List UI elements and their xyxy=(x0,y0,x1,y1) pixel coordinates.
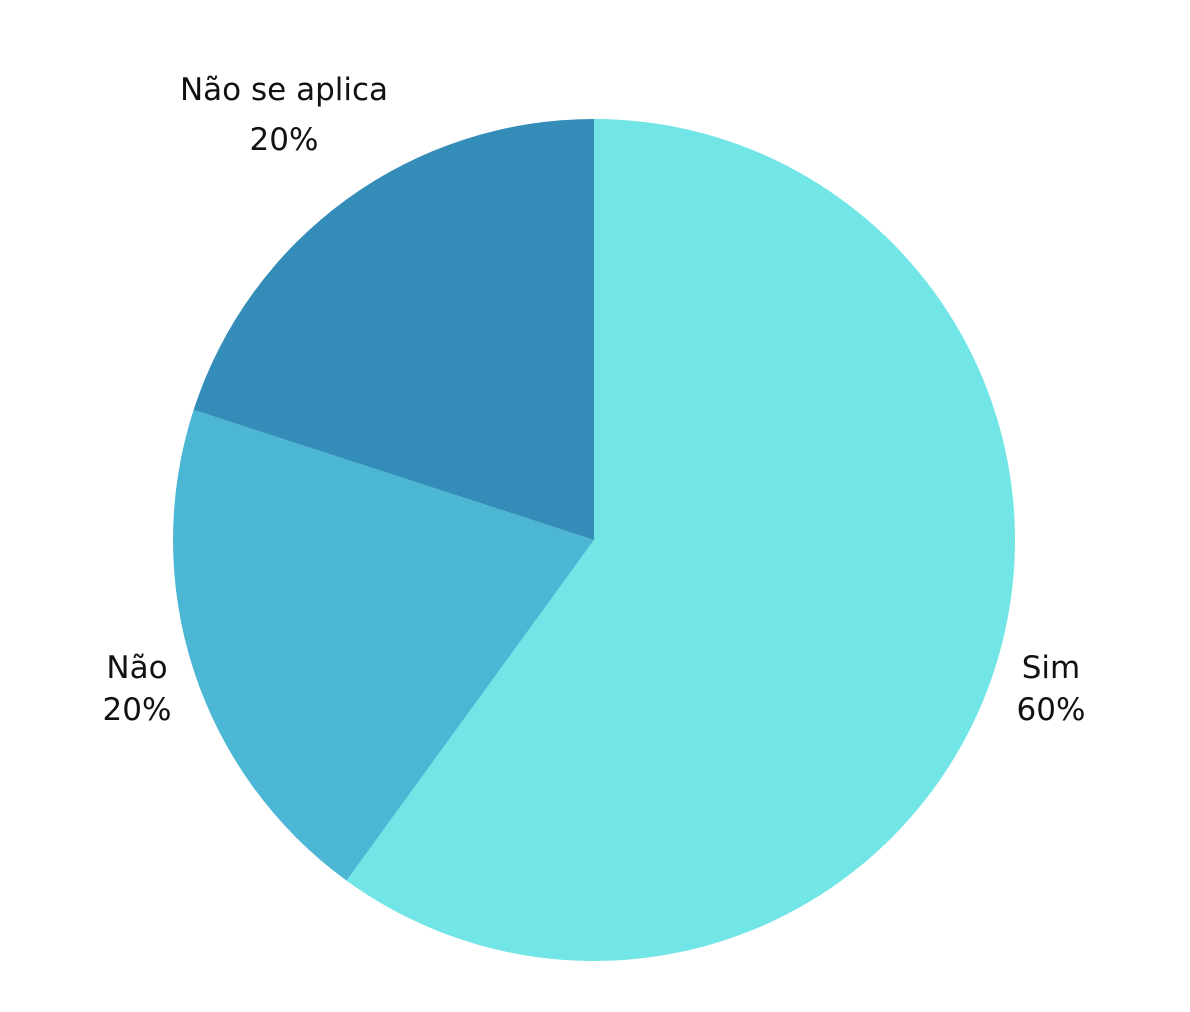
slice-percent-sim: 60% xyxy=(1017,692,1086,728)
pie-labels: Sim 60% Não 20% Não se aplica 20% xyxy=(103,72,1086,728)
pie-slice-nao-se-aplica xyxy=(193,119,595,540)
slice-label-sim: Sim xyxy=(1022,650,1081,686)
pie-slices xyxy=(173,119,1015,961)
slice-percent-nao-se-aplica: 20% xyxy=(250,122,319,158)
pie-slice-nao xyxy=(173,409,595,881)
slice-label-nao-se-aplica: Não se aplica xyxy=(180,72,388,108)
pie-slice-sim xyxy=(346,119,1015,961)
slice-percent-nao: 20% xyxy=(103,692,172,728)
slice-label-nao: Não xyxy=(106,650,167,686)
